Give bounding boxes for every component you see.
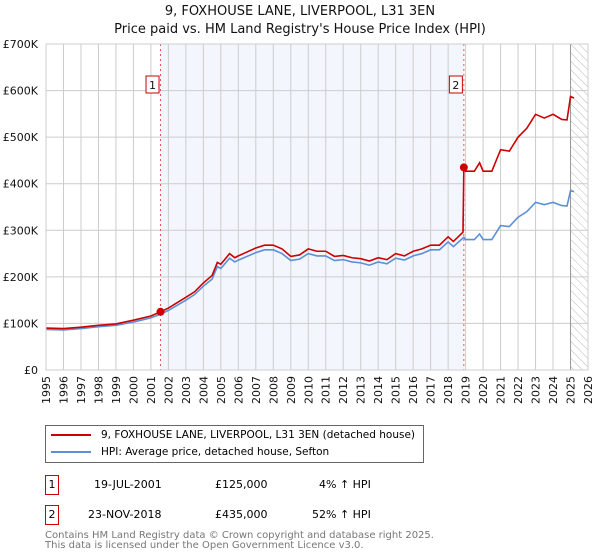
price-chart: 1995 1996 1997 1998 1999 2000 2001 2002 2003 2004… xyxy=(3,38,595,404)
x-tick-label: 2026 xyxy=(582,376,595,404)
sale-badge: 1 xyxy=(45,475,59,495)
x-tick-label: 2013 xyxy=(355,376,368,404)
sale-badge-box xyxy=(145,75,160,94)
x-tick-label: 2025 xyxy=(565,376,578,404)
x-tick-label: 2003 xyxy=(180,376,193,404)
y-tick-label: £300K xyxy=(3,224,39,237)
x-tick-label: 2009 xyxy=(285,376,298,404)
x-tick-label: 2016 xyxy=(407,376,420,404)
x-tick-label: 1999 xyxy=(110,376,123,404)
x-tick-label: 2001 xyxy=(145,376,158,404)
sale-date: 19-JUL-2001 xyxy=(94,478,162,491)
legend-label: 9, FOXHOUSE LANE, LIVERPOOL, L31 3EN (de… xyxy=(101,429,416,441)
footer-line: This data is licensed under the Open Gov… xyxy=(45,540,364,551)
x-tick-label: 1996 xyxy=(57,376,70,404)
y-tick-label: £600K xyxy=(3,85,39,98)
x-tick-label: 2022 xyxy=(512,376,525,404)
y-tick-label: £200K xyxy=(3,271,39,284)
x-tick-label: 2008 xyxy=(267,376,280,404)
sale-date: 23-NOV-2018 xyxy=(88,508,162,521)
legend: 9, FOXHOUSE LANE, LIVERPOOL, L31 3EN (de… xyxy=(45,425,424,463)
x-tick-label: 2011 xyxy=(320,376,333,404)
sale-hpi: 52% ↑ HPI xyxy=(312,508,371,521)
chart-title: 9, FOXHOUSE LANE, LIVERPOOL, L31 3EN xyxy=(164,4,436,19)
sale-price: £435,000 xyxy=(215,508,268,521)
x-tick-label: 2010 xyxy=(302,376,315,404)
x-tick-label: 2006 xyxy=(232,376,245,404)
x-tick-label: 2021 xyxy=(495,376,508,404)
sale-row-1: 1 19-JUL-2001 £125,000 4% ↑ HPI xyxy=(45,475,465,495)
x-tick-label: 2012 xyxy=(337,376,350,404)
y-tick-label: £400K xyxy=(3,178,39,191)
sale-badge-label: 1 xyxy=(149,79,156,92)
red-line-swatch xyxy=(51,434,91,436)
sale-badge-label: 2 xyxy=(452,79,459,92)
property-price-line xyxy=(45,95,575,330)
y-tick-label: £700K xyxy=(3,38,39,51)
shaded-period xyxy=(160,44,464,370)
x-tick-label: 2007 xyxy=(250,376,263,404)
x-tick-label: 1998 xyxy=(92,376,105,404)
x-tick-label: 2018 xyxy=(442,376,455,404)
x-tick-label: 2020 xyxy=(477,376,490,404)
x-tick-label: 2015 xyxy=(390,376,403,404)
legend-item-property: 9, FOXHOUSE LANE, LIVERPOOL, L31 3EN (de… xyxy=(51,429,415,441)
sale-price: £125,000 xyxy=(215,478,268,491)
legend-item-hpi: HPI: Average price, detached house, Seft… xyxy=(51,446,329,458)
x-tick-label: 2023 xyxy=(530,376,543,404)
hpi-line xyxy=(45,189,575,331)
x-tick-label: 2000 xyxy=(127,376,140,404)
sale-point xyxy=(459,163,468,172)
sale-row-2: 2 23-NOV-2018 £435,000 52% ↑ HPI xyxy=(45,505,465,525)
blue-line-swatch xyxy=(51,451,91,453)
y-tick-label: £100K xyxy=(3,317,39,330)
x-tick-label: 1997 xyxy=(75,376,88,404)
sale-hpi: 4% ↑ HPI xyxy=(319,478,371,491)
footer-line: Contains HM Land Registry data © Crown c… xyxy=(45,530,434,541)
sale-badge-box xyxy=(448,75,463,94)
forecast-hatch xyxy=(570,44,588,370)
y-tick-label: £0 xyxy=(24,364,38,377)
x-tick-label: 2002 xyxy=(162,376,175,404)
x-tick-label: 2017 xyxy=(425,376,438,404)
y-tick-label: £500K xyxy=(3,131,39,144)
x-tick-label: 2014 xyxy=(372,376,385,404)
x-tick-label: 1995 xyxy=(40,376,53,404)
legend-label: HPI: Average price, detached house, Seft… xyxy=(101,446,330,458)
sale-badge: 2 xyxy=(45,505,59,525)
chart-subtitle: Price paid vs. HM Land Registry's House … xyxy=(114,22,486,37)
sale-point xyxy=(156,307,165,316)
plot-frame xyxy=(45,43,589,371)
footer: Contains HM Land Registry data © Crown c… xyxy=(45,531,434,551)
x-tick-label: 2024 xyxy=(547,376,560,404)
x-tick-label: 2005 xyxy=(215,376,228,404)
x-tick-label: 2019 xyxy=(460,376,473,404)
x-tick-label: 2004 xyxy=(197,376,210,404)
